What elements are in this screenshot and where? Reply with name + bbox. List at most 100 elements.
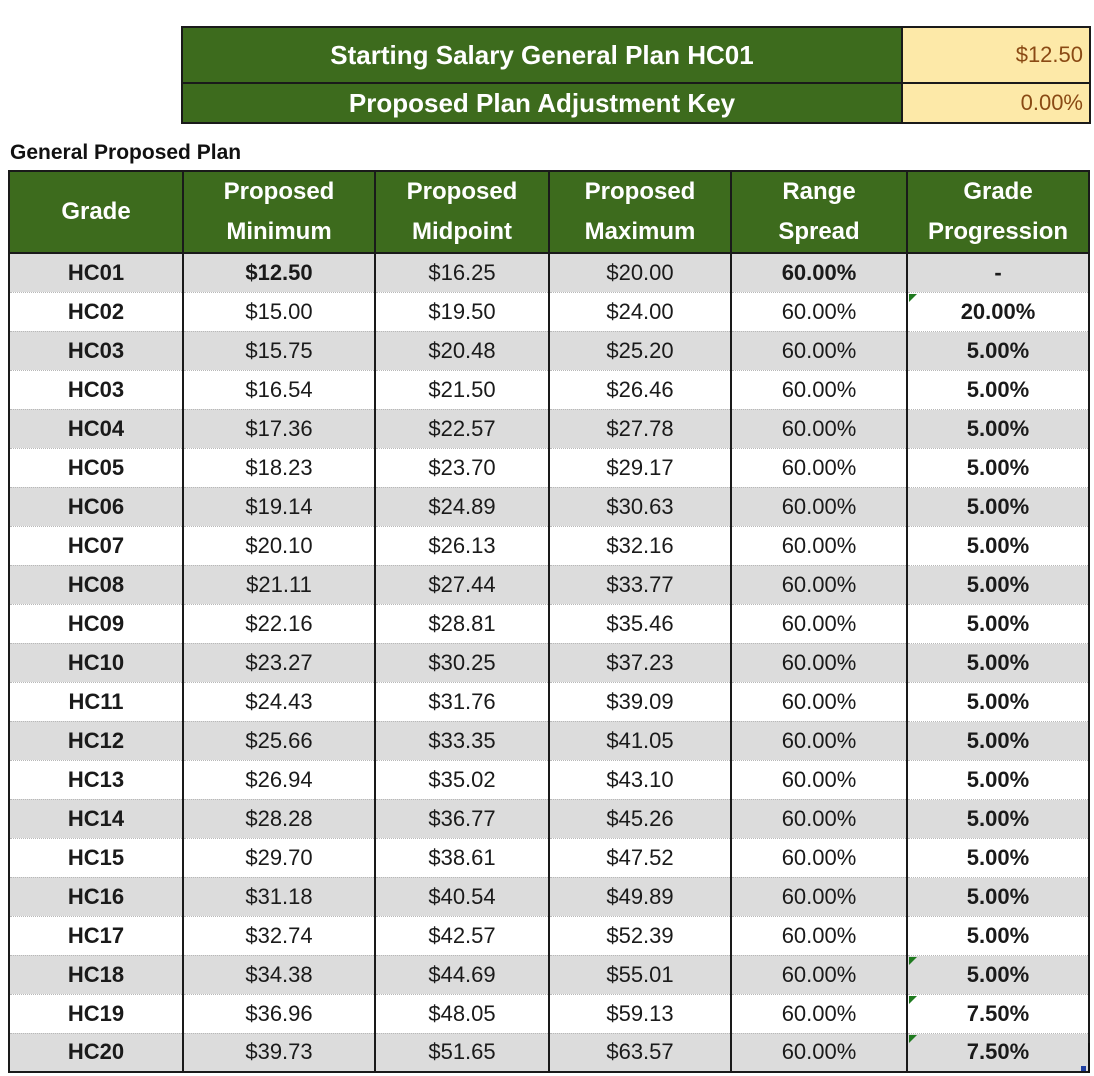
- cell-proposed-minimum[interactable]: $39.73: [182, 1033, 376, 1073]
- cell-grade[interactable]: HC05: [8, 448, 184, 488]
- cell-grade[interactable]: HC19: [8, 994, 184, 1034]
- cell-grade-progression[interactable]: 5.00%: [906, 604, 1090, 644]
- fill-handle[interactable]: [1081, 1066, 1086, 1071]
- cell-grade-progression[interactable]: 5.00%: [906, 331, 1090, 371]
- cell-grade-progression[interactable]: 5.00%: [906, 409, 1090, 449]
- cell-proposed-midpoint[interactable]: $23.70: [374, 448, 550, 488]
- cell-proposed-midpoint[interactable]: $27.44: [374, 565, 550, 605]
- cell-proposed-midpoint[interactable]: $36.77: [374, 799, 550, 839]
- cell-proposed-minimum[interactable]: $29.70: [182, 838, 376, 878]
- cell-proposed-minimum[interactable]: $34.38: [182, 955, 376, 995]
- cell-proposed-maximum[interactable]: $24.00: [548, 292, 732, 332]
- cell-proposed-midpoint[interactable]: $42.57: [374, 916, 550, 956]
- cell-proposed-minimum[interactable]: $17.36: [182, 409, 376, 449]
- cell-range-spread[interactable]: 60.00%: [730, 565, 908, 605]
- cell-range-spread[interactable]: 60.00%: [730, 292, 908, 332]
- cell-proposed-minimum[interactable]: $15.00: [182, 292, 376, 332]
- cell-range-spread[interactable]: 60.00%: [730, 799, 908, 839]
- cell-grade-progression[interactable]: 5.00%: [906, 565, 1090, 605]
- cell-proposed-minimum[interactable]: $12.50: [182, 253, 376, 293]
- cell-proposed-midpoint[interactable]: $21.50: [374, 370, 550, 410]
- cell-proposed-midpoint[interactable]: $16.25: [374, 253, 550, 293]
- cell-grade[interactable]: HC13: [8, 760, 184, 800]
- cell-proposed-maximum[interactable]: $39.09: [548, 682, 732, 722]
- cell-grade-progression[interactable]: 20.00%: [906, 292, 1090, 332]
- cell-proposed-midpoint[interactable]: $24.89: [374, 487, 550, 527]
- cell-range-spread[interactable]: 60.00%: [730, 721, 908, 761]
- cell-proposed-maximum[interactable]: $41.05: [548, 721, 732, 761]
- error-indicator-icon[interactable]: [909, 1034, 917, 1043]
- cell-proposed-maximum[interactable]: $43.10: [548, 760, 732, 800]
- cell-grade[interactable]: HC07: [8, 526, 184, 566]
- cell-proposed-minimum[interactable]: $23.27: [182, 643, 376, 683]
- cell-proposed-minimum[interactable]: $21.11: [182, 565, 376, 605]
- cell-proposed-midpoint[interactable]: $33.35: [374, 721, 550, 761]
- cell-range-spread[interactable]: 60.00%: [730, 760, 908, 800]
- cell-proposed-midpoint[interactable]: $40.54: [374, 877, 550, 917]
- cell-grade-progression[interactable]: 5.00%: [906, 955, 1090, 995]
- cell-proposed-maximum[interactable]: $35.46: [548, 604, 732, 644]
- cell-grade[interactable]: HC16: [8, 877, 184, 917]
- cell-proposed-midpoint[interactable]: $22.57: [374, 409, 550, 449]
- cell-grade-progression[interactable]: 5.00%: [906, 643, 1090, 683]
- cell-range-spread[interactable]: 60.00%: [730, 370, 908, 410]
- cell-grade[interactable]: HC20: [8, 1033, 184, 1073]
- cell-grade[interactable]: HC08: [8, 565, 184, 605]
- cell-grade-progression[interactable]: 5.00%: [906, 487, 1090, 527]
- cell-proposed-midpoint[interactable]: $28.81: [374, 604, 550, 644]
- cell-proposed-minimum[interactable]: $16.54: [182, 370, 376, 410]
- cell-grade[interactable]: HC06: [8, 487, 184, 527]
- starting-salary-value-cell[interactable]: $12.50: [901, 26, 1091, 84]
- cell-proposed-midpoint[interactable]: $35.02: [374, 760, 550, 800]
- cell-proposed-minimum[interactable]: $20.10: [182, 526, 376, 566]
- cell-grade[interactable]: HC09: [8, 604, 184, 644]
- cell-grade[interactable]: HC17: [8, 916, 184, 956]
- cell-range-spread[interactable]: 60.00%: [730, 409, 908, 449]
- cell-proposed-midpoint[interactable]: $20.48: [374, 331, 550, 371]
- cell-grade-progression[interactable]: 5.00%: [906, 799, 1090, 839]
- cell-grade-progression[interactable]: 5.00%: [906, 877, 1090, 917]
- cell-proposed-minimum[interactable]: $31.18: [182, 877, 376, 917]
- cell-grade-progression[interactable]: -: [906, 253, 1090, 293]
- cell-proposed-midpoint[interactable]: $19.50: [374, 292, 550, 332]
- cell-proposed-maximum[interactable]: $29.17: [548, 448, 732, 488]
- cell-proposed-midpoint[interactable]: $44.69: [374, 955, 550, 995]
- cell-grade-progression[interactable]: 7.50%: [906, 1033, 1090, 1073]
- cell-grade[interactable]: HC14: [8, 799, 184, 839]
- cell-range-spread[interactable]: 60.00%: [730, 682, 908, 722]
- cell-range-spread[interactable]: 60.00%: [730, 526, 908, 566]
- cell-range-spread[interactable]: 60.00%: [730, 994, 908, 1034]
- cell-proposed-midpoint[interactable]: $38.61: [374, 838, 550, 878]
- cell-proposed-minimum[interactable]: $28.28: [182, 799, 376, 839]
- cell-grade-progression[interactable]: 5.00%: [906, 721, 1090, 761]
- cell-range-spread[interactable]: 60.00%: [730, 916, 908, 956]
- cell-proposed-minimum[interactable]: $18.23: [182, 448, 376, 488]
- error-indicator-icon[interactable]: [909, 956, 917, 965]
- cell-proposed-midpoint[interactable]: $26.13: [374, 526, 550, 566]
- cell-grade-progression[interactable]: 5.00%: [906, 448, 1090, 488]
- cell-proposed-maximum[interactable]: $55.01: [548, 955, 732, 995]
- cell-proposed-maximum[interactable]: $32.16: [548, 526, 732, 566]
- error-indicator-icon[interactable]: [909, 293, 917, 302]
- cell-proposed-maximum[interactable]: $45.26: [548, 799, 732, 839]
- cell-proposed-maximum[interactable]: $30.63: [548, 487, 732, 527]
- cell-proposed-maximum[interactable]: $47.52: [548, 838, 732, 878]
- cell-proposed-maximum[interactable]: $26.46: [548, 370, 732, 410]
- cell-range-spread[interactable]: 60.00%: [730, 448, 908, 488]
- cell-proposed-maximum[interactable]: $20.00: [548, 253, 732, 293]
- cell-grade[interactable]: HC12: [8, 721, 184, 761]
- cell-range-spread[interactable]: 60.00%: [730, 643, 908, 683]
- cell-grade[interactable]: HC15: [8, 838, 184, 878]
- cell-grade-progression[interactable]: 5.00%: [906, 682, 1090, 722]
- cell-grade-progression[interactable]: 5.00%: [906, 916, 1090, 956]
- cell-proposed-midpoint[interactable]: $31.76: [374, 682, 550, 722]
- error-indicator-icon[interactable]: [909, 995, 917, 1004]
- cell-range-spread[interactable]: 60.00%: [730, 253, 908, 293]
- cell-range-spread[interactable]: 60.00%: [730, 604, 908, 644]
- cell-proposed-midpoint[interactable]: $48.05: [374, 994, 550, 1034]
- cell-proposed-midpoint[interactable]: $51.65: [374, 1033, 550, 1073]
- cell-range-spread[interactable]: 60.00%: [730, 877, 908, 917]
- cell-grade[interactable]: HC03: [8, 370, 184, 410]
- adjustment-key-value-cell[interactable]: 0.00%: [901, 82, 1091, 124]
- cell-proposed-maximum[interactable]: $27.78: [548, 409, 732, 449]
